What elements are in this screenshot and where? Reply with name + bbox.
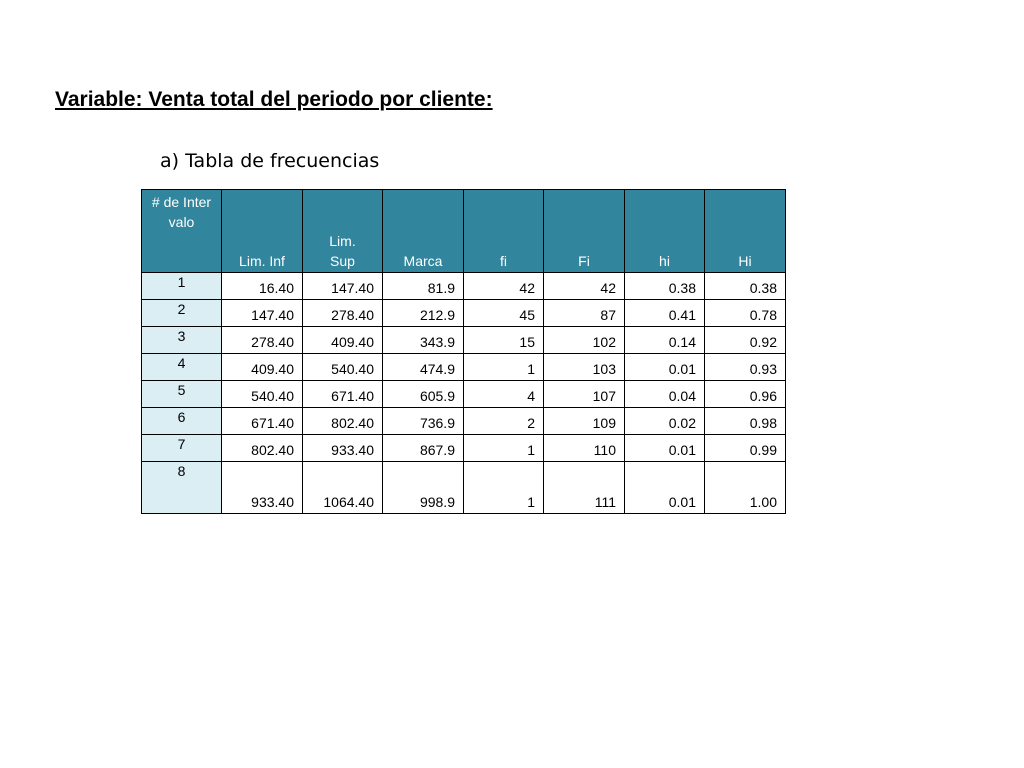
upper-limit-cell: 671.40: [302, 380, 383, 408]
table-row: 6 671.40 802.40 736.9 2 109 0.02 0.98: [141, 407, 786, 435]
page-title: Variable: Venta total del periodo por cl…: [55, 88, 493, 111]
lower-limit-cell: 16.40: [221, 272, 303, 300]
cumulative-fi-cell: 110: [543, 434, 625, 462]
header-lower-limit: Lim. Inf: [221, 189, 303, 273]
interval-number-cell: 3: [141, 326, 222, 354]
class-mark-cell: 605.9: [382, 380, 464, 408]
table-row: 4 409.40 540.40 474.9 1 103 0.01 0.93: [141, 353, 786, 381]
hi-cell: 0.01: [624, 353, 705, 381]
lower-limit-cell: 278.40: [221, 326, 303, 354]
class-mark-cell: 474.9: [382, 353, 464, 381]
frequency-table: # de Intervalo Lim. Inf Lim. Sup Marca f…: [141, 189, 786, 514]
cumulative-fi-cell: 102: [543, 326, 625, 354]
interval-number-cell: 7: [141, 434, 222, 462]
cumulative-hi-cell: 0.99: [704, 434, 786, 462]
interval-number-cell: 2: [141, 299, 222, 327]
fi-cell: 42: [463, 272, 544, 300]
table-row: 7 802.40 933.40 867.9 1 110 0.01 0.99: [141, 434, 786, 462]
fi-cell: 1: [463, 434, 544, 462]
header-cumulative-frequency: Fi: [543, 189, 625, 273]
fi-cell: 2: [463, 407, 544, 435]
interval-number-cell: 8: [141, 461, 222, 514]
cumulative-fi-cell: 107: [543, 380, 625, 408]
header-relative-frequency: hi: [624, 189, 705, 273]
hi-cell: 0.01: [624, 434, 705, 462]
upper-limit-cell: 278.40: [302, 299, 383, 327]
header-absolute-frequency: fi: [463, 189, 544, 273]
lower-limit-cell: 802.40: [221, 434, 303, 462]
upper-limit-cell: 540.40: [302, 353, 383, 381]
cumulative-hi-cell: 0.96: [704, 380, 786, 408]
header-interval-number: # de Intervalo: [141, 189, 222, 273]
upper-limit-cell: 1064.40: [302, 461, 383, 514]
interval-number-cell: 5: [141, 380, 222, 408]
class-mark-cell: 81.9: [382, 272, 464, 300]
hi-cell: 0.01: [624, 461, 705, 514]
upper-limit-cell: 802.40: [302, 407, 383, 435]
class-mark-cell: 212.9: [382, 299, 464, 327]
table-row: 8 933.40 1064.40 998.9 1 111 0.01 1.00: [141, 461, 786, 514]
hi-cell: 0.02: [624, 407, 705, 435]
header-cumulative-relative-frequency: Hi: [704, 189, 786, 273]
table-header-row: # de Intervalo Lim. Inf Lim. Sup Marca f…: [141, 189, 786, 273]
lower-limit-cell: 147.40: [221, 299, 303, 327]
fi-cell: 45: [463, 299, 544, 327]
fi-cell: 1: [463, 353, 544, 381]
cumulative-hi-cell: 0.98: [704, 407, 786, 435]
class-mark-cell: 736.9: [382, 407, 464, 435]
fi-cell: 15: [463, 326, 544, 354]
hi-cell: 0.04: [624, 380, 705, 408]
cumulative-hi-cell: 1.00: [704, 461, 786, 514]
cumulative-fi-cell: 42: [543, 272, 625, 300]
fi-cell: 1: [463, 461, 544, 514]
table-row: 3 278.40 409.40 343.9 15 102 0.14 0.92: [141, 326, 786, 354]
cumulative-hi-cell: 0.93: [704, 353, 786, 381]
hi-cell: 0.38: [624, 272, 705, 300]
cumulative-fi-cell: 103: [543, 353, 625, 381]
hi-cell: 0.14: [624, 326, 705, 354]
upper-limit-cell: 147.40: [302, 272, 383, 300]
table-row: 1 16.40 147.40 81.9 42 42 0.38 0.38: [141, 272, 786, 300]
table-caption: a) Tabla de frecuencias: [160, 150, 380, 172]
header-upper-limit: Lim. Sup: [302, 189, 383, 273]
lower-limit-cell: 671.40: [221, 407, 303, 435]
upper-limit-cell: 933.40: [302, 434, 383, 462]
cumulative-hi-cell: 0.78: [704, 299, 786, 327]
cumulative-fi-cell: 111: [543, 461, 625, 514]
class-mark-cell: 343.9: [382, 326, 464, 354]
cumulative-fi-cell: 109: [543, 407, 625, 435]
cumulative-fi-cell: 87: [543, 299, 625, 327]
table-row: 5 540.40 671.40 605.9 4 107 0.04 0.96: [141, 380, 786, 408]
fi-cell: 4: [463, 380, 544, 408]
class-mark-cell: 867.9: [382, 434, 464, 462]
lower-limit-cell: 409.40: [221, 353, 303, 381]
interval-number-cell: 1: [141, 272, 222, 300]
class-mark-cell: 998.9: [382, 461, 464, 514]
cumulative-hi-cell: 0.38: [704, 272, 786, 300]
interval-number-cell: 4: [141, 353, 222, 381]
cumulative-hi-cell: 0.92: [704, 326, 786, 354]
header-class-mark: Marca: [382, 189, 464, 273]
hi-cell: 0.41: [624, 299, 705, 327]
lower-limit-cell: 933.40: [221, 461, 303, 514]
interval-number-cell: 6: [141, 407, 222, 435]
table-row: 2 147.40 278.40 212.9 45 87 0.41 0.78: [141, 299, 786, 327]
lower-limit-cell: 540.40: [221, 380, 303, 408]
upper-limit-cell: 409.40: [302, 326, 383, 354]
